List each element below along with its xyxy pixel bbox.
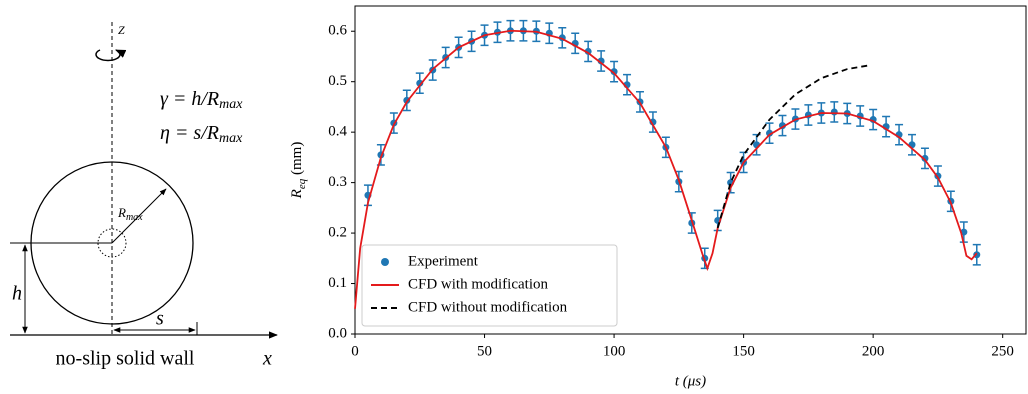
- y-axis-label: Req (mm): [289, 142, 307, 200]
- diagram: Z γ = h/Rmax η = s/Rmax Rmax h s no-slip…: [10, 22, 278, 370]
- line: [354, 29, 978, 309]
- h-label: h: [12, 283, 22, 305]
- x-axis-label: t (μs): [675, 373, 706, 389]
- line: [716, 64, 869, 229]
- z-label: Z: [118, 23, 125, 37]
- data-point: [416, 79, 424, 87]
- bubble-center: [97, 228, 127, 258]
- y-tick-label: 0.3: [328, 174, 347, 190]
- gamma-eq: γ = h/Rmax: [160, 88, 243, 113]
- y-tick-label: 0.4: [328, 124, 347, 140]
- data-point: [610, 68, 618, 76]
- legend-label: CFD without modification: [408, 299, 568, 315]
- data-point: [766, 129, 774, 137]
- r-text: R: [117, 205, 126, 220]
- y-tick-label: 0.1: [328, 275, 347, 291]
- y-tick-label: 0.5: [328, 73, 347, 89]
- x-tick-label: 0: [351, 343, 359, 359]
- y-tick-label: 0.0: [328, 325, 347, 341]
- gamma-text: γ = h/R: [160, 88, 219, 110]
- legend-label: Experiment: [408, 253, 479, 269]
- x-tick-label: 200: [862, 343, 885, 359]
- radius-arrow: [111, 188, 167, 244]
- x-tick-label: 100: [603, 343, 626, 359]
- legend-label: CFD with modification: [408, 276, 548, 292]
- wall-label: no-slip solid wall: [56, 348, 195, 370]
- y-tick-label: 0.6: [328, 23, 347, 39]
- eta-eq: η = s/Rmax: [160, 122, 243, 147]
- legend-box: [361, 244, 618, 327]
- legend-marker: [381, 258, 389, 266]
- eta-text: η = s/R: [160, 122, 219, 144]
- y-label-sub: eq: [296, 178, 308, 189]
- x-label: x: [262, 348, 272, 370]
- x-tick-label: 150: [732, 343, 755, 359]
- chart: 0.0 0.1 0.2 0.3 0.4 0.5 0.6 0 50 100 150 200 250 t (μ…: [289, 5, 1027, 389]
- y-tick-label: 0.2: [328, 225, 347, 241]
- rotation-arrow: [95, 49, 127, 62]
- radius-label: Rmax: [117, 205, 143, 223]
- plot-frame: [354, 5, 1027, 335]
- data-point: [921, 154, 929, 162]
- y-label-base: R: [289, 189, 305, 199]
- r-sub: max: [126, 212, 143, 223]
- x-tick-label: 50: [477, 343, 492, 359]
- y-label-unit: (mm): [289, 142, 305, 179]
- data-point: [830, 108, 838, 116]
- gamma-sub: max: [219, 97, 243, 112]
- s-label: s: [156, 308, 164, 330]
- eta-sub: max: [219, 131, 243, 146]
- x-tick-label: 250: [991, 343, 1014, 359]
